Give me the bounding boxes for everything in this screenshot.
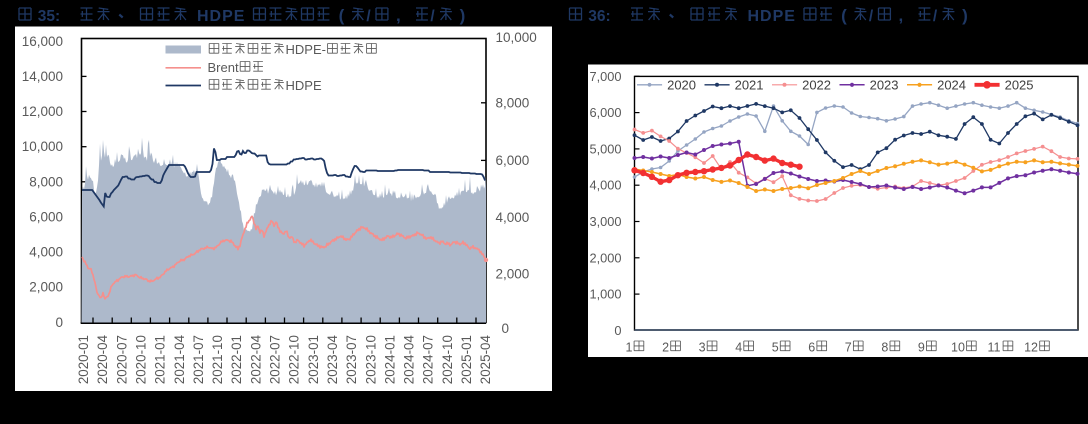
svg-text:2022-10: 2022-10 xyxy=(287,335,302,384)
svg-text:,: , xyxy=(396,6,401,25)
svg-text:0: 0 xyxy=(55,315,63,330)
svg-text:4: 4 xyxy=(735,341,742,355)
svg-text:1: 1 xyxy=(626,341,633,355)
svg-text:2023-07: 2023-07 xyxy=(344,335,359,384)
svg-text:7,000: 7,000 xyxy=(589,69,621,84)
svg-text:4,000: 4,000 xyxy=(29,245,63,260)
svg-text:8,000: 8,000 xyxy=(496,95,530,110)
svg-text:(: ( xyxy=(339,6,345,25)
svg-text:5: 5 xyxy=(772,341,779,355)
svg-text:6,000: 6,000 xyxy=(29,209,63,224)
svg-text:2020-07: 2020-07 xyxy=(114,335,129,384)
svg-text:2024-04: 2024-04 xyxy=(402,335,417,385)
svg-text:16,000: 16,000 xyxy=(22,34,63,49)
svg-text:2: 2 xyxy=(662,341,669,355)
svg-text:4,000: 4,000 xyxy=(589,178,621,193)
svg-text:2025-04: 2025-04 xyxy=(478,335,493,385)
svg-text:2,000: 2,000 xyxy=(496,266,530,281)
svg-text:/: / xyxy=(430,8,435,25)
svg-text:2020: 2020 xyxy=(667,77,696,92)
svg-text:2023-10: 2023-10 xyxy=(363,335,378,384)
svg-text:2020-04: 2020-04 xyxy=(95,334,110,384)
svg-text:2025-01: 2025-01 xyxy=(459,335,474,384)
svg-text:10,000: 10,000 xyxy=(22,139,63,154)
svg-text:9: 9 xyxy=(918,341,925,355)
svg-text:HDPE-: HDPE- xyxy=(286,42,326,57)
svg-text:2024-01: 2024-01 xyxy=(382,335,397,384)
svg-text:2021-04: 2021-04 xyxy=(172,334,187,384)
svg-text:2023-04: 2023-04 xyxy=(325,335,340,385)
svg-text:0: 0 xyxy=(502,321,510,336)
svg-text:2025: 2025 xyxy=(1005,77,1034,92)
svg-text:2024-10: 2024-10 xyxy=(440,335,455,384)
svg-text:2022-01: 2022-01 xyxy=(229,335,244,384)
svg-text:5,000: 5,000 xyxy=(589,141,621,156)
svg-text:HDPE: HDPE xyxy=(748,8,796,25)
svg-text:2022-04: 2022-04 xyxy=(248,334,263,384)
svg-text:0: 0 xyxy=(614,323,621,338)
svg-text:4,000: 4,000 xyxy=(496,210,530,225)
svg-text:12,000: 12,000 xyxy=(22,104,63,119)
svg-text:HDPE: HDPE xyxy=(197,8,245,25)
svg-text:6: 6 xyxy=(808,341,815,355)
svg-text:2,000: 2,000 xyxy=(29,280,63,295)
svg-text:2020-01: 2020-01 xyxy=(76,335,91,384)
svg-text:6,000: 6,000 xyxy=(589,105,621,120)
svg-text:10,000: 10,000 xyxy=(496,30,537,45)
svg-text:10: 10 xyxy=(951,341,965,355)
svg-text:2023-01: 2023-01 xyxy=(306,335,321,384)
svg-text:/: / xyxy=(366,8,371,25)
svg-text:2,000: 2,000 xyxy=(589,250,621,265)
svg-text:2022-07: 2022-07 xyxy=(268,335,283,384)
svg-text:HDPE: HDPE xyxy=(286,78,322,93)
svg-text:3: 3 xyxy=(699,341,706,355)
svg-text:36:: 36: xyxy=(588,8,610,25)
svg-text:2021-07: 2021-07 xyxy=(191,335,206,384)
svg-text:8,000: 8,000 xyxy=(29,174,63,189)
svg-text:7: 7 xyxy=(845,341,852,355)
svg-text:2024-07: 2024-07 xyxy=(421,335,436,384)
svg-text:(: ( xyxy=(841,6,847,25)
svg-text:): ) xyxy=(962,6,968,25)
svg-text:8: 8 xyxy=(881,341,888,355)
svg-text:Brent: Brent xyxy=(208,60,239,75)
svg-text:11: 11 xyxy=(988,341,1001,355)
svg-text:2022: 2022 xyxy=(802,77,831,92)
svg-text:14,000: 14,000 xyxy=(22,69,63,84)
svg-text:2021: 2021 xyxy=(735,77,764,92)
svg-text:6,000: 6,000 xyxy=(496,153,530,168)
svg-text:3,000: 3,000 xyxy=(589,214,621,229)
svg-text:2021-01: 2021-01 xyxy=(153,335,168,384)
svg-text:12: 12 xyxy=(1024,341,1038,355)
svg-text:,: , xyxy=(899,6,904,25)
svg-text:/: / xyxy=(933,8,938,25)
svg-text:35:: 35: xyxy=(38,8,60,25)
svg-text:2023: 2023 xyxy=(870,77,899,92)
svg-text:2021-10: 2021-10 xyxy=(210,335,225,384)
svg-text:1,000: 1,000 xyxy=(589,287,621,302)
svg-text:2024: 2024 xyxy=(937,77,966,92)
svg-text:2020-10: 2020-10 xyxy=(133,335,148,384)
svg-text:): ) xyxy=(460,6,466,25)
svg-text:/: / xyxy=(869,8,874,25)
